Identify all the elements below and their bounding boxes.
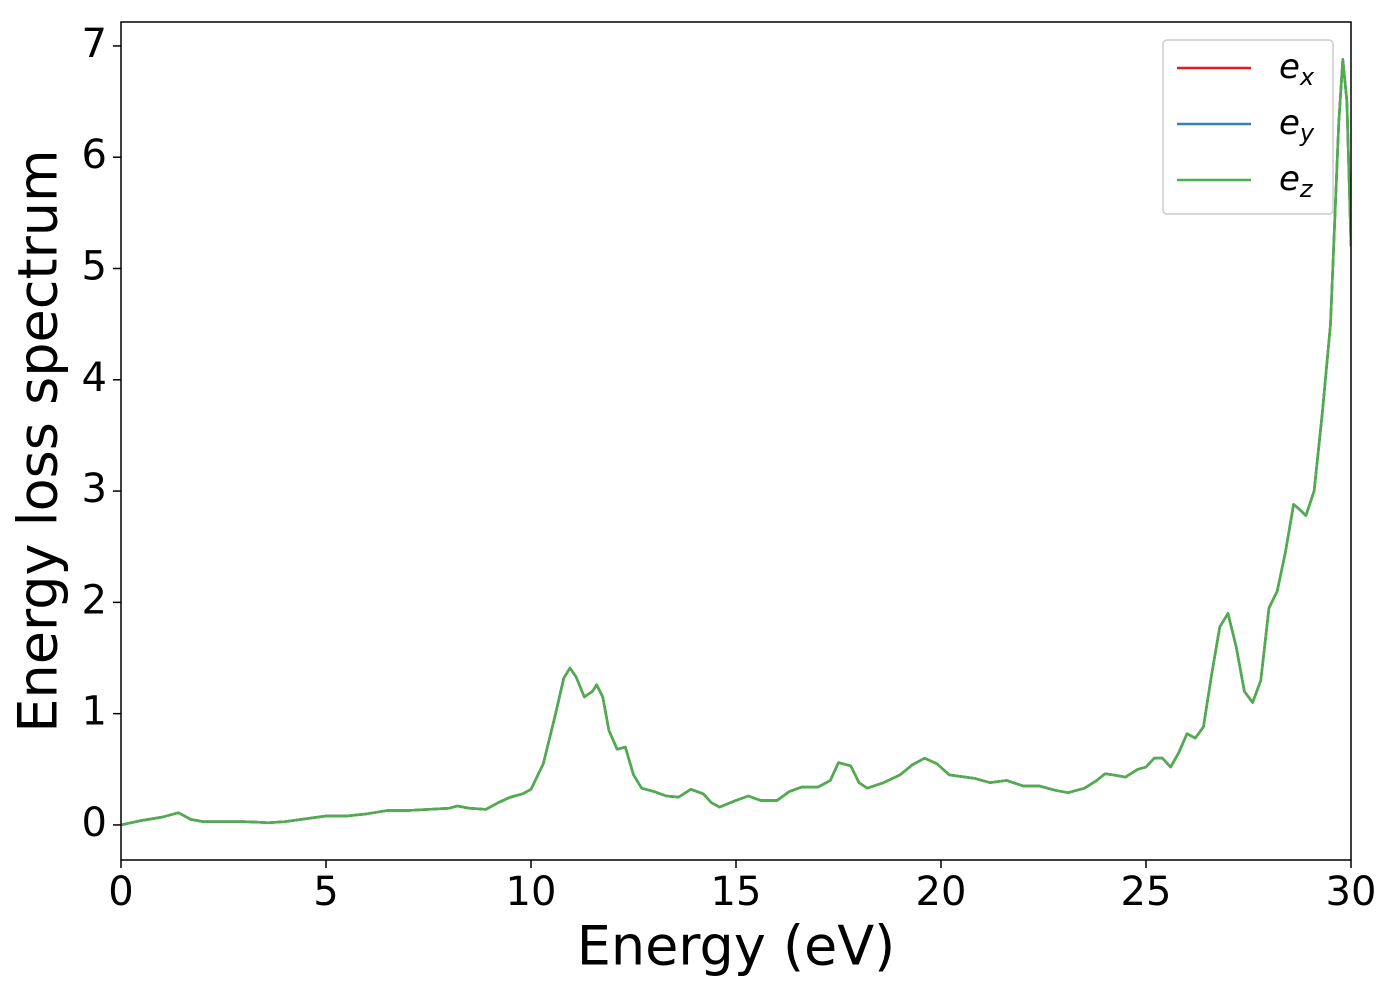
legend-label: ex xyxy=(1279,47,1315,92)
x-axis-label: Energy (eV) xyxy=(577,915,896,978)
x-tick-label: 10 xyxy=(506,869,557,915)
x-tick-label: 5 xyxy=(313,869,338,915)
y-tick-label: 5 xyxy=(82,244,107,290)
y-tick-label: 1 xyxy=(82,689,107,735)
x-tick-label: 25 xyxy=(1121,869,1172,915)
x-tick-label: 15 xyxy=(711,869,762,915)
y-tick-label: 0 xyxy=(82,800,107,846)
legend-label: ey xyxy=(1279,103,1315,148)
y-axis-label: Energy loss spectrum xyxy=(7,149,70,732)
y-tick-label: 2 xyxy=(82,577,107,623)
y-tick-label: 4 xyxy=(82,355,107,401)
x-tick-label: 30 xyxy=(1326,869,1377,915)
x-tick-label: 20 xyxy=(916,869,967,915)
y-tick-label: 6 xyxy=(82,132,107,178)
y-tick-label: 7 xyxy=(82,21,107,67)
line-series xyxy=(121,58,1351,827)
axes-frame xyxy=(120,21,1352,861)
x-tick-label: 0 xyxy=(108,869,133,915)
legend-box xyxy=(1162,39,1334,215)
legend-label: ez xyxy=(1279,159,1314,204)
plot-area xyxy=(121,58,1351,827)
y-tick-label: 3 xyxy=(82,466,107,512)
